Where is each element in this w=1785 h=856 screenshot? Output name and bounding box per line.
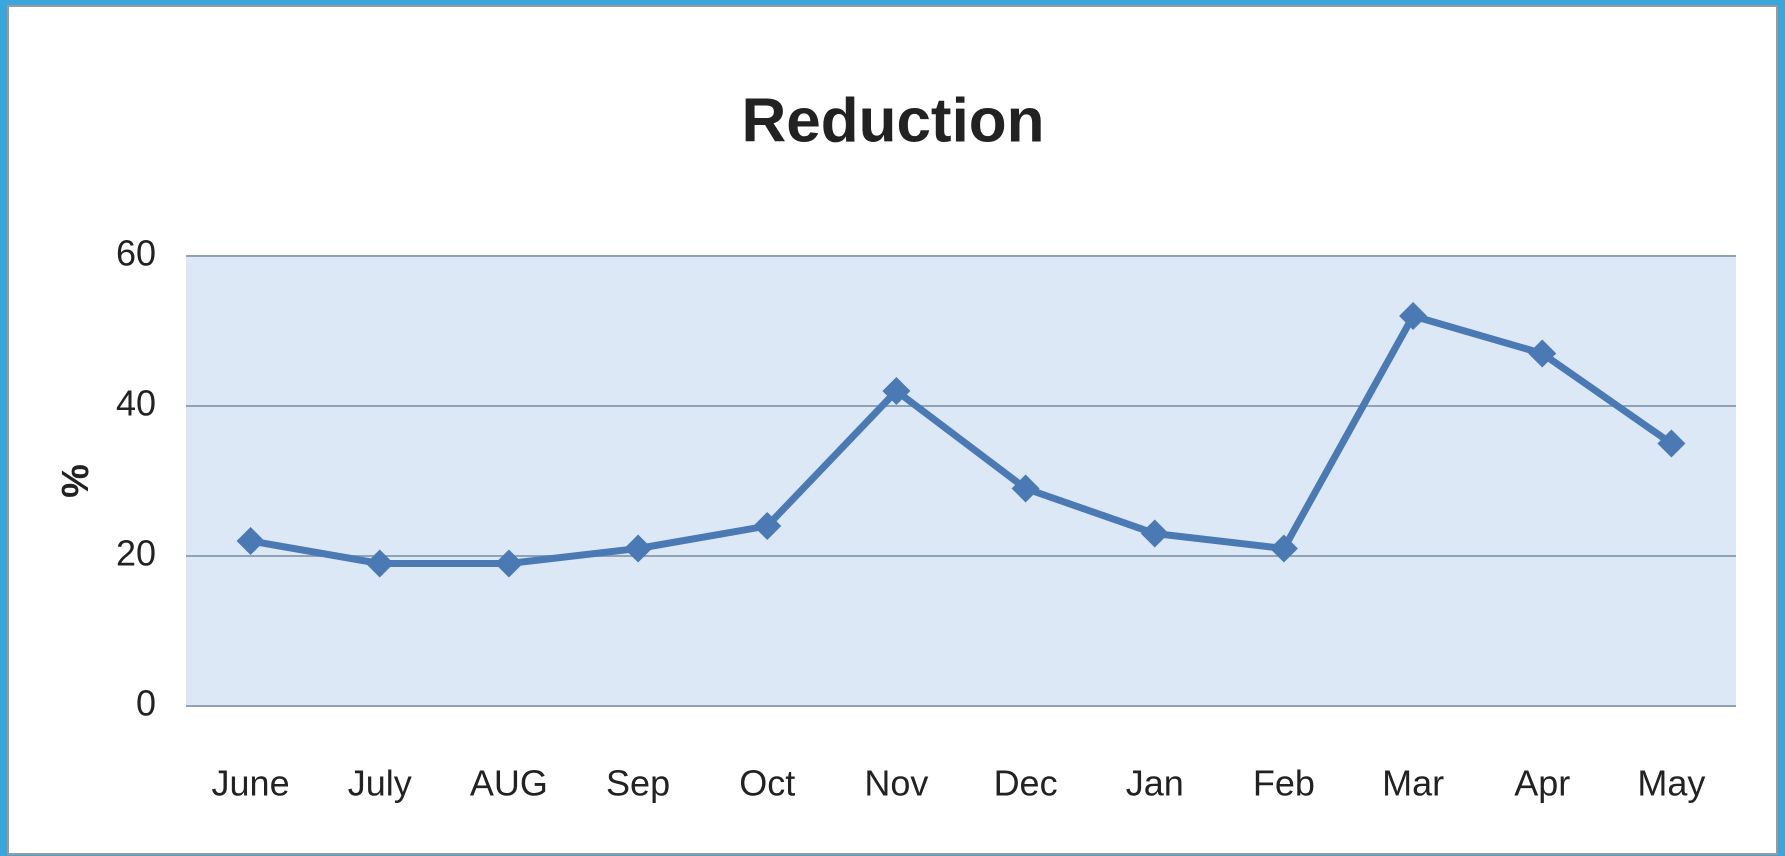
x-tick-label: Dec — [994, 763, 1058, 804]
data-line — [249, 312, 1674, 567]
y-tick-label: 20 — [116, 533, 156, 574]
x-tick-label: Oct — [739, 763, 795, 804]
y-axis-label: % — [55, 464, 97, 498]
data-point — [494, 549, 523, 578]
data-point — [624, 534, 653, 563]
x-tick-label: Apr — [1514, 763, 1570, 804]
data-point — [753, 512, 782, 540]
chart-title: Reduction — [741, 86, 1044, 155]
y-tick-label: 40 — [116, 383, 156, 424]
y-tick-label: 0 — [136, 683, 156, 724]
x-tick-label: May — [1637, 763, 1705, 804]
data-point — [1269, 534, 1298, 563]
plot-area — [186, 256, 1736, 706]
x-tick-label: Mar — [1382, 763, 1444, 804]
y-tick-label: 60 — [116, 233, 156, 274]
data-point — [365, 549, 394, 578]
x-tick-label: June — [212, 763, 290, 804]
data-point — [236, 527, 265, 555]
data-point — [1657, 429, 1686, 458]
x-tick-label: Nov — [864, 763, 928, 804]
data-point — [1011, 474, 1040, 503]
x-tick-label: Jan — [1126, 763, 1184, 804]
data-point — [1140, 519, 1169, 548]
x-tick-label: July — [348, 763, 412, 804]
data-point — [1399, 302, 1428, 330]
x-tick-label: Feb — [1253, 763, 1315, 804]
x-tick-label: AUG — [470, 763, 548, 804]
x-tick-label: Sep — [606, 763, 670, 804]
data-point — [882, 377, 911, 405]
data-point — [1528, 339, 1557, 368]
